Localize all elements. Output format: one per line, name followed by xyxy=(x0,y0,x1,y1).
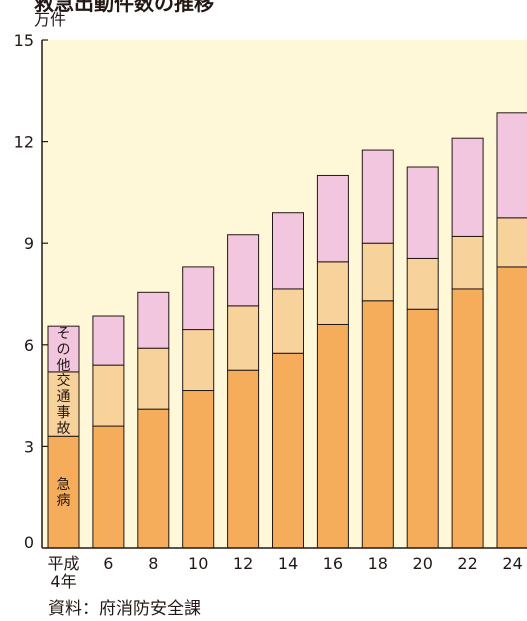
bar-segment xyxy=(272,288,304,354)
x-tick-label: 18 xyxy=(368,554,388,573)
bar-segment xyxy=(182,390,215,549)
x-tick-label: 10 xyxy=(188,554,208,573)
bar-segment xyxy=(361,149,394,244)
bar-segment xyxy=(406,257,439,310)
y-axis-unit: 万件 xyxy=(34,10,66,29)
bar-segment xyxy=(227,369,260,549)
bar-segment xyxy=(361,242,394,302)
x-tick-label: 6 xyxy=(103,554,113,573)
x-tick-label: 14 xyxy=(278,554,298,573)
bar-segment xyxy=(496,266,527,549)
series-label: その他 xyxy=(57,326,71,374)
bar-segment xyxy=(361,300,394,549)
x-tick-label: 16 xyxy=(323,554,343,573)
y-tick-label: 12 xyxy=(14,133,34,152)
bar-segment xyxy=(92,315,125,366)
series-label: 急病 xyxy=(57,477,71,509)
bar-segment xyxy=(316,261,349,325)
bar-segment xyxy=(406,166,439,259)
y-tick-label: 3 xyxy=(24,437,34,456)
bar-segment xyxy=(92,364,125,427)
x-tick-label: 平成 4年 xyxy=(47,554,79,591)
y-tick-label: 6 xyxy=(24,336,34,355)
x-tick-label: 20 xyxy=(413,554,433,573)
bar-segment xyxy=(451,235,484,290)
bar-segment xyxy=(47,325,80,373)
bar-segment xyxy=(92,425,125,549)
bar-segment xyxy=(227,234,260,307)
bar-segment xyxy=(496,217,527,268)
bar-segment xyxy=(227,305,260,371)
bar-segment xyxy=(137,347,170,410)
source-note: 資料：府消防安全課 xyxy=(48,599,201,619)
x-tick-label: 24 xyxy=(502,554,522,573)
bar-segment xyxy=(406,308,439,549)
x-tick-label: 8 xyxy=(148,554,158,573)
y-tick-label: 15 xyxy=(14,31,34,50)
bar-segment xyxy=(272,352,304,549)
bar-segment xyxy=(451,137,484,237)
bar-segment xyxy=(182,266,215,331)
bar-segment xyxy=(137,408,170,549)
bar-segment xyxy=(272,212,304,290)
x-tick-label: 12 xyxy=(233,554,253,573)
bar-segment xyxy=(47,435,80,549)
chart-title: 救急出動件数の推移 xyxy=(34,0,214,15)
bar-segment xyxy=(316,323,349,549)
x-tick-label: 22 xyxy=(457,554,477,573)
bar-segment xyxy=(451,288,484,549)
bar-segment xyxy=(496,112,527,219)
bar-segment xyxy=(137,291,170,349)
bar-segment xyxy=(316,174,349,263)
bar-segment xyxy=(182,329,215,392)
series-label: 交通事故 xyxy=(57,372,71,437)
y-tick-label: 9 xyxy=(24,234,34,253)
y-tick-label: 0 xyxy=(24,533,34,552)
